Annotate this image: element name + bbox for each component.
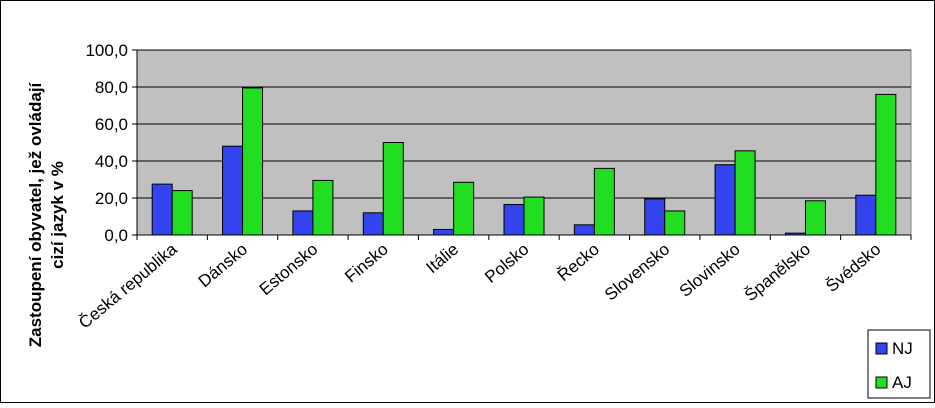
bar-aj — [312, 179, 334, 236]
legend-swatch-nj — [875, 342, 888, 355]
bar-aj — [382, 142, 404, 236]
legend-swatch-aj — [875, 376, 888, 389]
bar-nj — [151, 183, 173, 236]
y-tick-label: 60,0 — [95, 115, 128, 134]
bar-nj — [292, 210, 314, 236]
bar-nj — [644, 198, 666, 236]
bar-aj — [664, 210, 686, 236]
bar-nj — [222, 145, 244, 236]
y-axis-label: Zastoupení obyvatel, jež ovládají cizí j… — [26, 81, 67, 347]
bar-aj — [875, 93, 897, 236]
y-axis-label-line-1: Zastoupení obyvatel, jež ovládají — [26, 81, 45, 347]
bar-aj — [593, 167, 615, 236]
y-tick-label: 100,0 — [85, 41, 128, 60]
legend-label-nj: NJ — [892, 339, 913, 358]
y-tick-label: 20,0 — [95, 189, 128, 208]
y-tick-label: 80,0 — [95, 78, 128, 97]
bar-nj — [362, 212, 384, 236]
legend-label-aj: AJ — [892, 373, 912, 392]
bar-nj — [714, 164, 736, 236]
y-axis-label-line-2: cizí jazyk v % — [48, 161, 67, 269]
bar-aj — [804, 200, 826, 236]
bar-nj — [503, 203, 525, 236]
legend: NJ AJ — [867, 329, 931, 399]
bar-aj — [734, 150, 756, 236]
y-tick-label: 0,0 — [104, 226, 128, 245]
bar-nj — [784, 232, 806, 236]
bar-nj — [433, 228, 455, 236]
bar-nj — [573, 224, 595, 236]
bar-aj — [242, 87, 264, 236]
bar-aj — [171, 190, 193, 236]
bar-nj — [855, 194, 877, 236]
y-tick-label: 40,0 — [95, 152, 128, 171]
bar-aj — [453, 181, 475, 236]
bar-aj — [523, 196, 545, 236]
